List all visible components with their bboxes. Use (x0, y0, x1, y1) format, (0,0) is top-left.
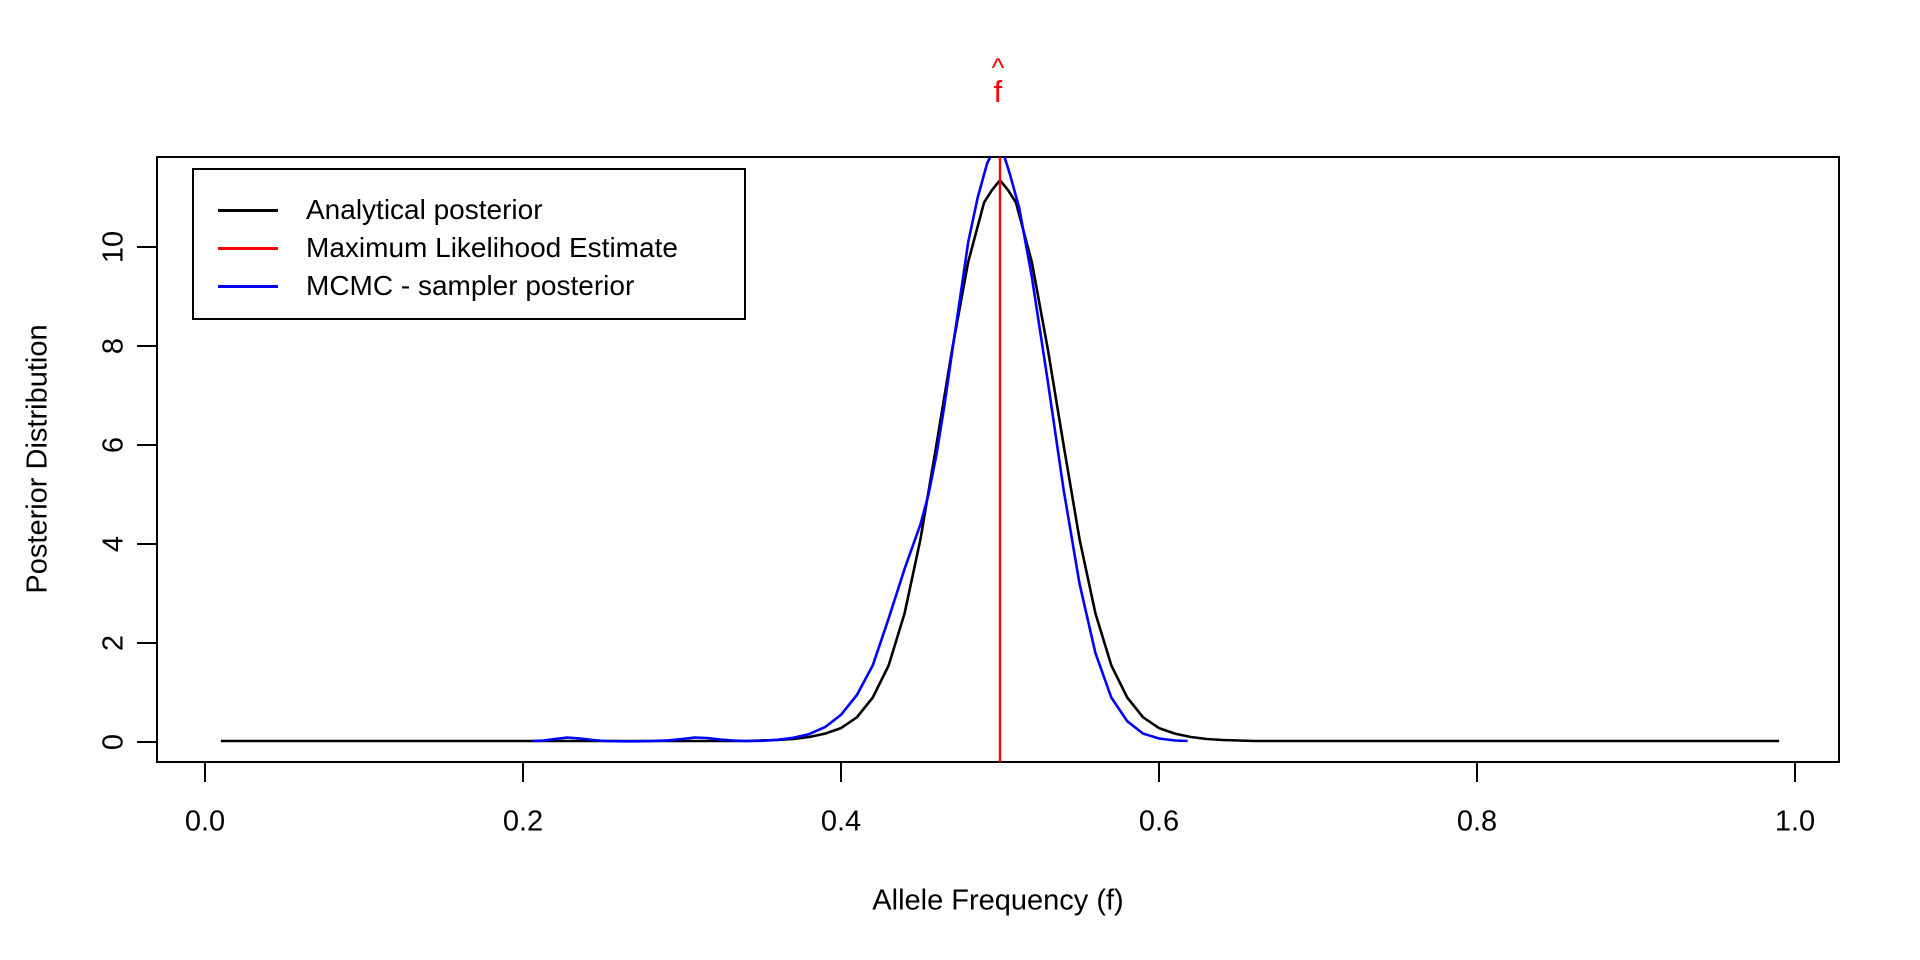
x-tick-label: 0.0 (184, 805, 226, 838)
x-tick-label: 0.6 (1138, 805, 1180, 838)
y-axis-title: Posterior Distribution (21, 324, 54, 594)
y-tick-label: 4 (97, 535, 130, 553)
y-tick-label: 2 (97, 634, 130, 652)
legend-item: Analytical posterior (194, 191, 744, 229)
x-axis-title: Allele Frequency (f) (872, 884, 1124, 917)
x-tick-label: 0.4 (820, 805, 862, 838)
mle-hat-accent: ^ (991, 53, 1005, 83)
x-tick-label: 0.2 (502, 805, 544, 838)
y-tick-label: 10 (97, 230, 130, 264)
y-tick-label: 0 (97, 733, 130, 751)
legend-line-swatch (218, 208, 278, 212)
legend-item-label: Analytical posterior (306, 194, 543, 225)
legend-item-label: Maximum Likelihood Estimate (306, 232, 678, 263)
x-tick-label: 0.8 (1456, 805, 1498, 838)
legend-line-swatch (218, 246, 278, 250)
legend-item: Maximum Likelihood Estimate (194, 229, 744, 267)
mle-symbol: f (993, 74, 1003, 109)
mcmc-sampler-posterior-curve (532, 157, 1188, 743)
y-tick-label: 8 (97, 337, 130, 355)
x-tick-label: 1.0 (1774, 805, 1816, 838)
legend-line-swatch (218, 284, 278, 288)
mle-annotation: ^ f (991, 53, 1005, 109)
legend: Analytical posterior Maximum Likelihood E… (192, 168, 746, 320)
legend-item-label: MCMC - sampler posterior (306, 270, 635, 301)
plot-box (156, 156, 1840, 763)
legend-item: MCMC - sampler posterior (194, 267, 744, 305)
y-tick-label: 6 (97, 436, 130, 454)
